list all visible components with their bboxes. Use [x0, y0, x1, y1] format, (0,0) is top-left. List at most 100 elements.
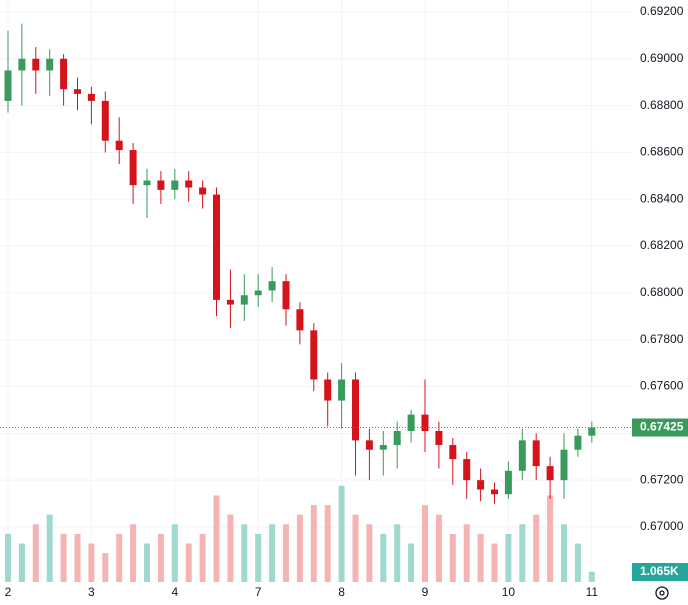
- volume-bar: [269, 524, 276, 582]
- volume-label: 1.065K: [640, 564, 679, 578]
- candle-body: [324, 379, 332, 401]
- candle-body: [449, 445, 457, 460]
- last-price-label: 0.67425: [640, 420, 684, 434]
- volume-bar: [227, 514, 234, 582]
- volume-bar: [102, 553, 109, 582]
- y-tick-label: 0.67600: [640, 379, 684, 393]
- volume-bar: [130, 524, 137, 582]
- volume-bar: [366, 524, 373, 582]
- volume-bar: [144, 543, 150, 582]
- x-tick-label: 9: [422, 585, 429, 599]
- candle-body: [32, 58, 40, 71]
- x-tick-label: 2: [5, 585, 12, 599]
- volume-bar: [213, 495, 220, 582]
- candle-body: [129, 150, 137, 186]
- y-tick-label: 0.67800: [640, 332, 684, 346]
- settings-icon[interactable]: [655, 586, 669, 600]
- candle-body: [185, 180, 193, 188]
- y-tick-label: 0.69000: [640, 51, 684, 65]
- candle-body: [407, 414, 415, 431]
- volume-bar: [171, 524, 178, 582]
- volume-bar: [561, 524, 567, 582]
- volume-bar: [241, 524, 248, 582]
- candle-body: [74, 89, 81, 94]
- volume-bar: [74, 533, 81, 582]
- volume-bar: [435, 514, 442, 582]
- volume-bar: [324, 505, 331, 582]
- candle-body: [296, 309, 304, 331]
- volume-bar: [477, 533, 484, 582]
- volume-bar: [505, 533, 512, 582]
- candle-body: [268, 281, 276, 291]
- volume-bar: [352, 514, 359, 582]
- volume-bar: [449, 533, 456, 582]
- volume-bar: [519, 524, 526, 582]
- volume-bar: [408, 543, 415, 582]
- candle-body: [310, 330, 318, 380]
- volume-bar: [255, 533, 262, 582]
- candle-body: [560, 449, 568, 481]
- last-price-box: [632, 418, 688, 437]
- y-tick-label: 0.68200: [640, 238, 684, 252]
- volume-bar: [18, 543, 25, 582]
- volume-bar: [199, 533, 206, 582]
- candle-body: [491, 489, 498, 495]
- candle-body: [477, 480, 485, 490]
- x-tick-label: 3: [88, 585, 95, 599]
- candle-body: [435, 430, 443, 446]
- y-tick-label: 0.68000: [640, 285, 684, 299]
- volume-bar: [422, 505, 428, 582]
- candle-body: [213, 194, 220, 300]
- y-tick-label: 0.68600: [640, 145, 684, 159]
- settings-core[interactable]: [659, 590, 665, 596]
- volume-bar: [296, 514, 303, 582]
- candle-body: [87, 93, 95, 101]
- candle-body: [504, 470, 512, 495]
- candle-body: [226, 299, 234, 305]
- x-tick-label: 7: [255, 585, 262, 599]
- y-tick-label: 0.68400: [640, 191, 684, 205]
- y-tick-label: 0.67000: [640, 519, 684, 533]
- volume-bar: [338, 485, 345, 582]
- candle-body: [393, 430, 401, 446]
- candle-body: [463, 459, 471, 481]
- candle-body: [157, 180, 165, 190]
- candle-body: [588, 427, 596, 436]
- candle-body: [199, 187, 207, 195]
- candle-body: [574, 435, 582, 450]
- volume-bar: [60, 533, 67, 582]
- volume-label-box: [632, 563, 688, 581]
- candle-body: [282, 281, 290, 310]
- volume-bar: [116, 533, 123, 582]
- x-tick-label: 10: [502, 585, 516, 599]
- x-tick-label: 11: [586, 585, 599, 599]
- volume-bar: [5, 533, 11, 582]
- candle-body: [254, 290, 262, 296]
- y-tick-label: 0.68800: [640, 98, 684, 112]
- candle-body: [60, 58, 68, 90]
- candle-body: [365, 440, 373, 450]
- volume-bar: [574, 543, 581, 582]
- candle-body: [46, 58, 54, 71]
- candle-body: [115, 140, 123, 151]
- volume-bar: [88, 543, 95, 582]
- volume-bar: [588, 571, 595, 582]
- candle-body: [240, 295, 248, 305]
- candle-body: [379, 445, 387, 450]
- candle-body: [546, 466, 554, 481]
- candle-body: [352, 379, 359, 441]
- x-tick-label: 4: [171, 585, 178, 599]
- candle-body: [532, 440, 540, 467]
- volume-bar: [310, 505, 317, 582]
- candle-body: [18, 58, 26, 71]
- volume-bar: [547, 495, 554, 582]
- candle-body: [171, 180, 179, 190]
- volume-bar: [157, 533, 164, 582]
- settings-ring[interactable]: [655, 586, 669, 600]
- y-tick-label: 0.67200: [640, 472, 684, 486]
- y-tick-label: 0.69200: [640, 4, 684, 18]
- volume-bar: [491, 543, 498, 582]
- volume-bar: [46, 514, 53, 582]
